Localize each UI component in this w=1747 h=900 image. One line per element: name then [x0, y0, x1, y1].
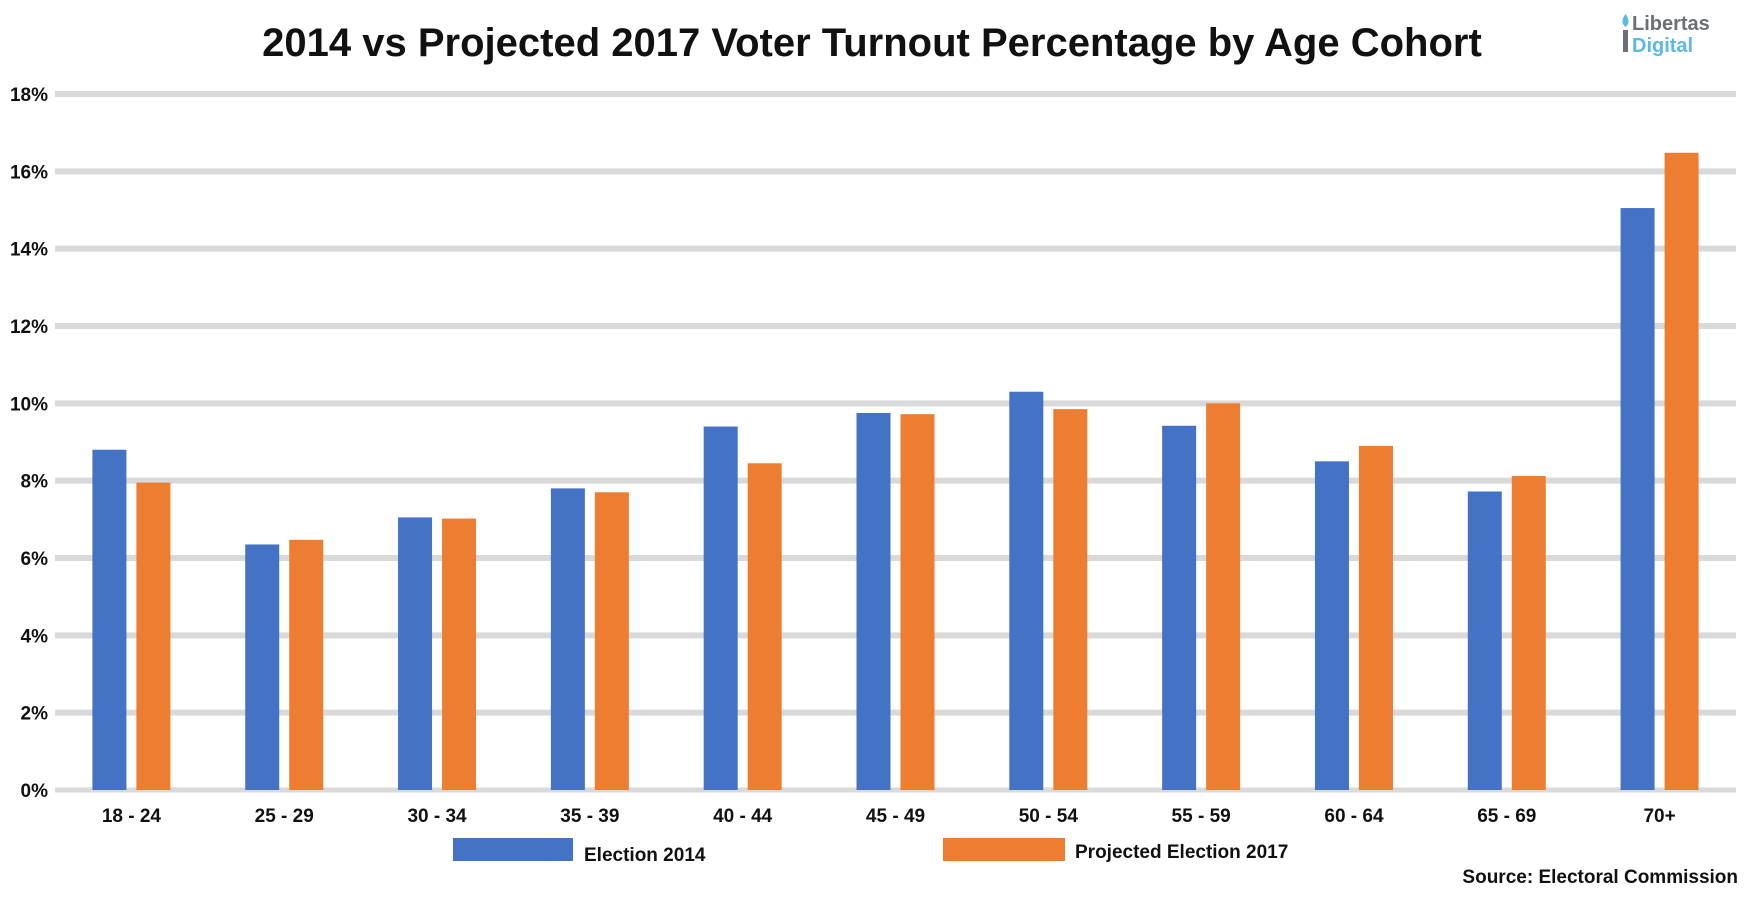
- bar-projected-2017: [1358, 445, 1393, 790]
- bar-election-2014: [1620, 208, 1655, 791]
- gridlines: [55, 91, 1736, 793]
- logo-line1: Libertas: [1632, 13, 1710, 35]
- x-tick-label: 65 - 69: [1477, 806, 1536, 827]
- bars: [92, 152, 1699, 791]
- y-tick-label: 4%: [21, 626, 49, 647]
- x-axis: 18 - 24 25 - 29 30 - 34 35 - 39 40 - 44 45 - …: [102, 806, 1676, 827]
- bar-projected-2017: [594, 492, 629, 790]
- source-note: Source: Electoral Commission: [1462, 867, 1738, 888]
- legend-label-projected-2017: Projected Election 2017: [1075, 842, 1288, 863]
- bar-projected-2017: [1053, 409, 1088, 790]
- y-tick-label: 8%: [21, 472, 49, 493]
- y-tick-label: 12%: [10, 317, 48, 338]
- bar-projected-2017: [442, 518, 477, 790]
- y-tick-label: 2%: [21, 704, 49, 725]
- chart-title: 2014 vs Projected 2017 Voter Turnout Per…: [262, 21, 1482, 65]
- logo: Libertas Digital: [1622, 13, 1710, 57]
- bar-election-2014: [398, 517, 433, 790]
- y-tick-label: 6%: [21, 549, 49, 570]
- x-tick-label: 45 - 49: [866, 806, 925, 827]
- legend-swatch-projected-2017: [943, 838, 1065, 861]
- x-tick-label: 35 - 39: [560, 806, 619, 827]
- y-tick-label: 18%: [10, 85, 48, 106]
- x-tick-label: 55 - 59: [1172, 806, 1231, 827]
- legend-swatch-election-2014: [453, 838, 573, 861]
- bar-election-2014: [1162, 425, 1197, 790]
- bar-projected-2017: [900, 414, 935, 790]
- bar-election-2014: [550, 488, 585, 790]
- bar-projected-2017: [747, 463, 782, 790]
- x-tick-label: 40 - 44: [713, 806, 773, 827]
- x-tick-label: 25 - 29: [255, 806, 314, 827]
- bar-election-2014: [703, 426, 738, 790]
- bar-election-2014: [1467, 491, 1502, 790]
- logo-line2: Digital: [1632, 35, 1693, 57]
- bar-projected-2017: [136, 482, 171, 790]
- bar-election-2014: [92, 449, 127, 790]
- x-tick-label: 18 - 24: [102, 806, 162, 827]
- y-tick-label: 10%: [10, 394, 48, 415]
- bar-election-2014: [856, 413, 891, 790]
- x-tick-label: 60 - 64: [1324, 806, 1384, 827]
- bar-election-2014: [1314, 461, 1349, 790]
- bar-election-2014: [1009, 391, 1044, 790]
- bar-projected-2017: [1511, 476, 1546, 790]
- x-tick-label: 30 - 34: [407, 806, 467, 827]
- y-tick-label: 16%: [10, 162, 48, 183]
- bar-election-2014: [245, 544, 280, 790]
- y-tick-label: 14%: [10, 240, 48, 261]
- legend-label-election-2014: Election 2014: [584, 845, 706, 866]
- torch-icon: [1622, 14, 1629, 52]
- y-axis: 0% 2% 4% 6% 8% 10% 12% 14% 16% 18%: [10, 85, 48, 802]
- bar-projected-2017: [1664, 152, 1699, 791]
- bar-projected-2017: [1206, 403, 1241, 790]
- y-tick-label: 0%: [21, 781, 49, 802]
- bar-projected-2017: [289, 539, 324, 790]
- x-tick-label: 50 - 54: [1019, 806, 1079, 827]
- x-tick-label: 70+: [1643, 806, 1675, 827]
- legend: Election 2014 Projected Election 2017: [453, 838, 1288, 866]
